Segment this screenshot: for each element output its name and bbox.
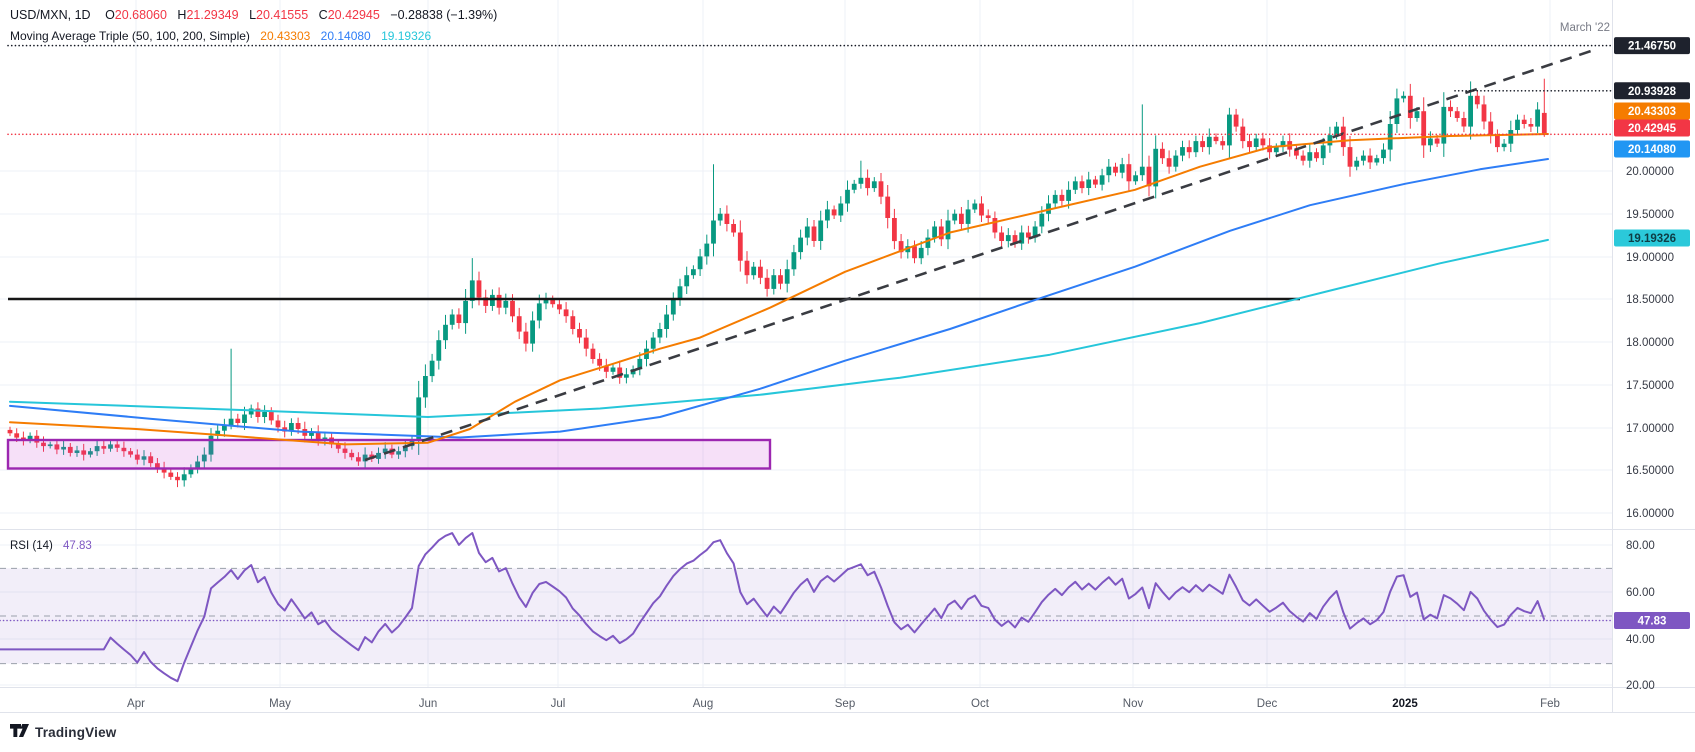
close-value: 20.42945 — [327, 8, 380, 22]
svg-text:80.00: 80.00 — [1626, 540, 1655, 552]
moving-average-legend[interactable]: Moving Average Triple (50, 100, 200, Sim… — [10, 29, 431, 43]
price-badge — [1614, 612, 1690, 629]
svg-text:20.42945: 20.42945 — [1628, 123, 1677, 135]
open-letter: O — [105, 8, 115, 22]
svg-text:Dec: Dec — [1257, 698, 1278, 710]
svg-text:Feb: Feb — [1540, 698, 1560, 710]
svg-text:20.00000: 20.00000 — [1626, 166, 1674, 178]
svg-text:Jul: Jul — [551, 698, 566, 710]
svg-text:20.00: 20.00 — [1626, 680, 1655, 692]
svg-text:2025: 2025 — [1392, 698, 1418, 710]
svg-text:Sep: Sep — [835, 698, 855, 710]
price-badge — [1614, 102, 1690, 120]
svg-text:19.50000: 19.50000 — [1626, 209, 1674, 221]
ma50-value: 20.43303 — [260, 29, 311, 43]
rsi-current-value: 47.83 — [63, 540, 92, 552]
svg-text:17.00000: 17.00000 — [1626, 423, 1674, 435]
svg-text:47.83: 47.83 — [1638, 616, 1667, 628]
open-value: 20.68060 — [114, 8, 167, 22]
svg-text:19.19326: 19.19326 — [1628, 233, 1676, 245]
rsi-indicator-legend[interactable]: RSI (14) 47.83 — [10, 540, 92, 552]
svg-text:40.00: 40.00 — [1626, 634, 1655, 646]
tradingview-logo-icon — [10, 724, 29, 737]
rsi-line — [0, 532, 1546, 683]
ma-indicator-name[interactable]: Moving Average Triple (50, 100, 200, Sim… — [10, 29, 250, 43]
svg-text:Nov: Nov — [1123, 698, 1144, 710]
svg-text:20.93928: 20.93928 — [1628, 86, 1677, 98]
svg-text:Jun: Jun — [419, 698, 438, 710]
svg-text:Aug: Aug — [693, 698, 713, 710]
low-value: 20.41555 — [256, 8, 309, 22]
rsi-indicator-name[interactable]: RSI (14) — [10, 540, 53, 552]
svg-text:20.43303: 20.43303 — [1628, 106, 1676, 118]
svg-text:16.00000: 16.00000 — [1626, 508, 1674, 520]
svg-text:18.00000: 18.00000 — [1626, 337, 1674, 349]
price-badge — [1614, 119, 1690, 137]
close-letter: C — [318, 8, 328, 22]
svg-text:Oct: Oct — [971, 698, 990, 710]
svg-text:May: May — [269, 698, 291, 710]
svg-text:Apr: Apr — [127, 698, 145, 710]
ma100-value: 20.14080 — [320, 29, 371, 43]
svg-text:21.46750: 21.46750 — [1628, 41, 1676, 53]
march-22-annotation: March '22 — [1559, 22, 1610, 34]
svg-text:60.00: 60.00 — [1626, 587, 1655, 599]
svg-text:16.50000: 16.50000 — [1626, 465, 1674, 477]
symbol-name[interactable]: USD/MXN, 1D — [10, 8, 91, 22]
tradingview-logo[interactable]: TradingView — [10, 724, 116, 741]
svg-text:20.14080: 20.14080 — [1628, 144, 1676, 156]
high-value: 21.29349 — [186, 8, 239, 22]
support-zone-rectangle — [6, 438, 772, 470]
price-badge — [1614, 37, 1690, 55]
price-badge — [1614, 140, 1690, 158]
price-badge — [1614, 229, 1690, 247]
tradingview-logo-text: TradingView — [35, 725, 117, 740]
symbol-ohlc-legend[interactable]: USD/MXN, 1D O20.68060 H21.29349 L20.4155… — [10, 8, 497, 22]
high-letter: H — [177, 8, 187, 22]
ma200-value: 19.19326 — [381, 29, 432, 43]
svg-text:19.00000: 19.00000 — [1626, 252, 1674, 264]
trendline — [364, 47, 1598, 462]
svg-text:18.50000: 18.50000 — [1626, 294, 1674, 306]
svg-text:17.50000: 17.50000 — [1626, 380, 1674, 392]
change-value: −0.28838 (−1.39%) — [390, 8, 498, 22]
price-badge — [1614, 82, 1690, 100]
low-letter: L — [249, 8, 257, 22]
